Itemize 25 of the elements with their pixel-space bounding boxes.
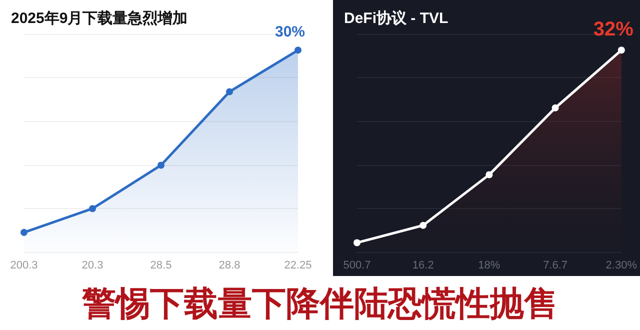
chart-title: DeFi协议 - TVL: [344, 9, 448, 27]
x-tick-label: 28.8: [218, 260, 240, 272]
point: [354, 239, 360, 246]
x-tick-label: 16.2: [412, 260, 434, 272]
x-tick-label: 18%: [478, 260, 500, 272]
point: [294, 46, 302, 54]
text: 警惕下载量下降伴陆恐慌性抛售: [80, 283, 559, 326]
annotation: 30%: [274, 24, 306, 41]
point: [618, 46, 625, 54]
point: [420, 222, 427, 229]
point: [20, 228, 28, 236]
x-tick-label: 500.7: [343, 260, 371, 272]
point: [486, 171, 493, 178]
x-tick-label: 28.5: [150, 260, 172, 272]
annotation: 32%: [593, 18, 634, 41]
x-tick-label: 22.25: [284, 260, 312, 272]
x-tick-label: 20.3: [82, 260, 104, 272]
x-tick-label: 7.6.7: [543, 260, 568, 272]
point: [226, 88, 233, 96]
point: [89, 205, 96, 212]
point: [158, 162, 164, 169]
x-tick-label: 2.30%: [606, 260, 638, 272]
chart-title: 2025年9月下载量急烈增加: [11, 10, 188, 27]
x-tick-label: 200.3: [10, 260, 38, 272]
point: [552, 104, 559, 112]
